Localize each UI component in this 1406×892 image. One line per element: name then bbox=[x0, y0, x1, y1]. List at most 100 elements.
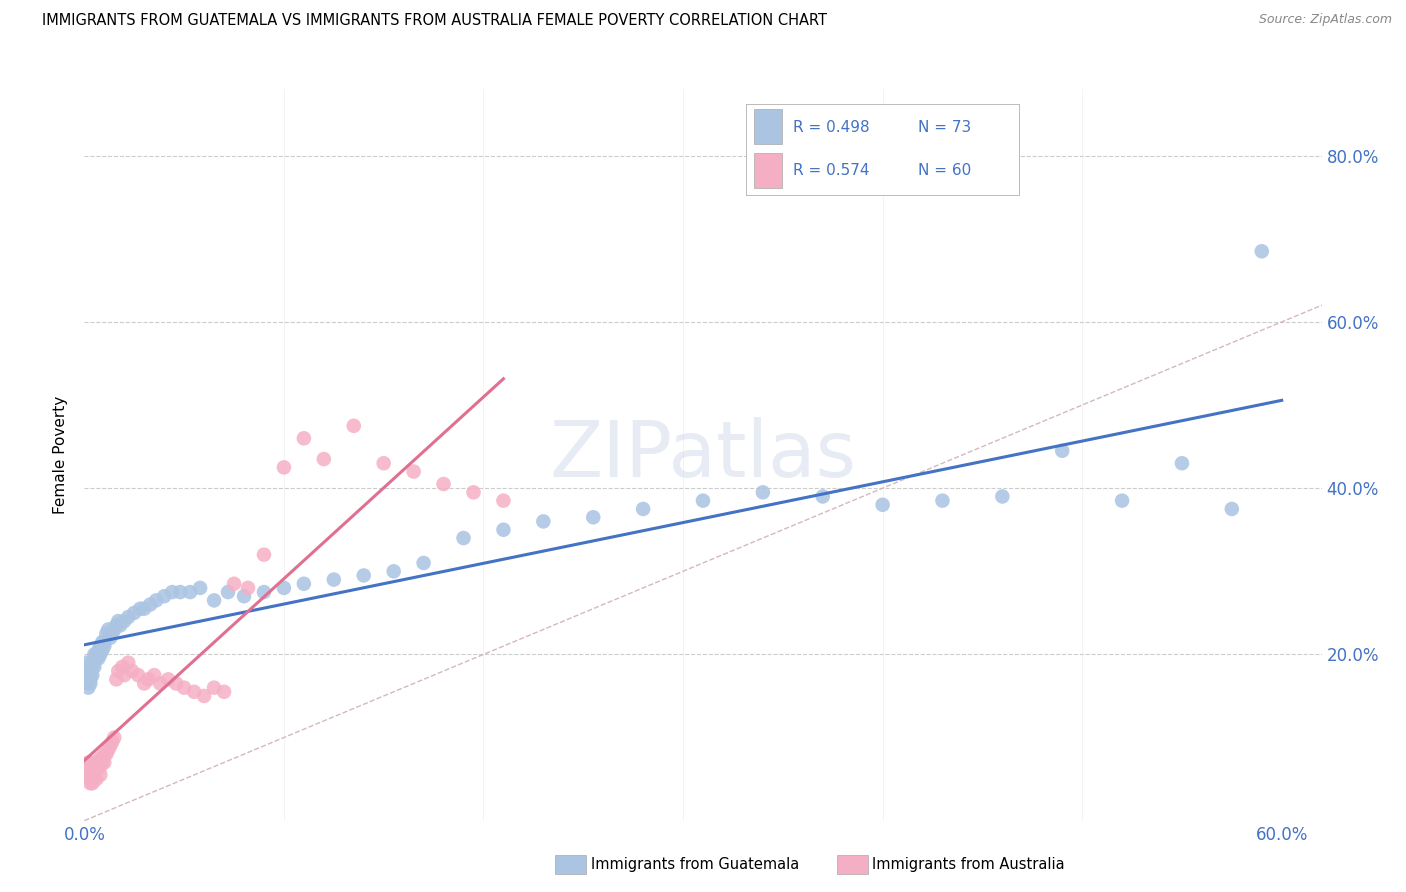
Point bbox=[77, 664, 100, 678]
Point bbox=[149, 676, 172, 690]
Point bbox=[492, 523, 515, 537]
Point bbox=[173, 681, 195, 695]
Point bbox=[110, 618, 132, 632]
Point bbox=[134, 601, 156, 615]
Point bbox=[77, 673, 100, 687]
Point bbox=[77, 768, 100, 782]
Point bbox=[75, 759, 97, 773]
Point bbox=[89, 639, 111, 653]
Point bbox=[872, 498, 894, 512]
Point bbox=[79, 776, 101, 790]
Point bbox=[292, 431, 315, 445]
Point bbox=[91, 756, 114, 770]
Point bbox=[188, 581, 211, 595]
Point bbox=[75, 668, 97, 682]
Point bbox=[79, 664, 101, 678]
Point bbox=[165, 676, 187, 690]
Point bbox=[322, 573, 344, 587]
Point bbox=[101, 734, 124, 748]
Point bbox=[77, 681, 100, 695]
Point bbox=[83, 651, 105, 665]
Y-axis label: Female Poverty: Female Poverty bbox=[53, 396, 69, 514]
Point bbox=[752, 485, 775, 500]
Point bbox=[122, 606, 145, 620]
Point bbox=[121, 664, 143, 678]
Point bbox=[103, 731, 125, 745]
Point bbox=[1111, 493, 1133, 508]
Point bbox=[86, 772, 108, 786]
Point bbox=[692, 493, 714, 508]
Point bbox=[1250, 244, 1272, 259]
Point bbox=[412, 556, 434, 570]
Point bbox=[96, 626, 118, 640]
Point bbox=[353, 568, 375, 582]
Point bbox=[136, 673, 159, 687]
Point bbox=[77, 764, 100, 778]
Point bbox=[103, 623, 125, 637]
Point bbox=[273, 581, 295, 595]
Point bbox=[134, 676, 156, 690]
Point bbox=[1050, 443, 1073, 458]
Point bbox=[77, 756, 100, 770]
Point bbox=[97, 623, 120, 637]
Point bbox=[117, 656, 139, 670]
Text: Source: ZipAtlas.com: Source: ZipAtlas.com bbox=[1258, 13, 1392, 27]
Point bbox=[89, 759, 111, 773]
Point bbox=[1171, 456, 1194, 470]
Point bbox=[382, 564, 405, 578]
Point bbox=[631, 502, 654, 516]
Text: IMMIGRANTS FROM GUATEMALA VS IMMIGRANTS FROM AUSTRALIA FEMALE POVERTY CORRELATIO: IMMIGRANTS FROM GUATEMALA VS IMMIGRANTS … bbox=[42, 13, 827, 29]
Point bbox=[105, 673, 128, 687]
Text: ZIPatlas: ZIPatlas bbox=[550, 417, 856, 493]
Point bbox=[991, 490, 1014, 504]
Point bbox=[82, 768, 104, 782]
Point bbox=[145, 593, 167, 607]
Point bbox=[79, 764, 101, 778]
Point bbox=[373, 456, 395, 470]
Text: Immigrants from Australia: Immigrants from Australia bbox=[872, 857, 1064, 871]
Point bbox=[79, 673, 101, 687]
Point bbox=[75, 656, 97, 670]
Point bbox=[129, 601, 152, 615]
Point bbox=[931, 493, 953, 508]
Point bbox=[83, 648, 105, 662]
Point bbox=[82, 668, 104, 682]
Point bbox=[1220, 502, 1243, 516]
Point bbox=[87, 651, 110, 665]
Point bbox=[531, 515, 554, 529]
Point bbox=[82, 656, 104, 670]
Point bbox=[89, 768, 111, 782]
Point bbox=[492, 493, 515, 508]
Point bbox=[217, 585, 239, 599]
Point bbox=[236, 581, 259, 595]
Point bbox=[160, 585, 183, 599]
Point bbox=[93, 747, 115, 761]
Point bbox=[83, 764, 105, 778]
Point bbox=[91, 635, 114, 649]
Point bbox=[83, 660, 105, 674]
Point bbox=[105, 618, 128, 632]
Point bbox=[112, 668, 135, 682]
Point bbox=[343, 418, 366, 433]
Point bbox=[75, 768, 97, 782]
Point bbox=[157, 673, 180, 687]
Point bbox=[253, 585, 276, 599]
Point bbox=[91, 643, 114, 657]
Point bbox=[87, 643, 110, 657]
Point bbox=[169, 585, 191, 599]
Point bbox=[83, 756, 105, 770]
Point bbox=[82, 776, 104, 790]
Point bbox=[93, 635, 115, 649]
Point bbox=[222, 576, 245, 591]
Point bbox=[93, 756, 115, 770]
Point bbox=[202, 681, 225, 695]
Text: Immigrants from Guatemala: Immigrants from Guatemala bbox=[591, 857, 799, 871]
Point bbox=[93, 639, 115, 653]
Point bbox=[98, 739, 121, 753]
Point bbox=[582, 510, 605, 524]
Point bbox=[273, 460, 295, 475]
Point bbox=[97, 743, 120, 757]
Point bbox=[312, 452, 335, 467]
Point bbox=[212, 685, 235, 699]
Point bbox=[453, 531, 475, 545]
